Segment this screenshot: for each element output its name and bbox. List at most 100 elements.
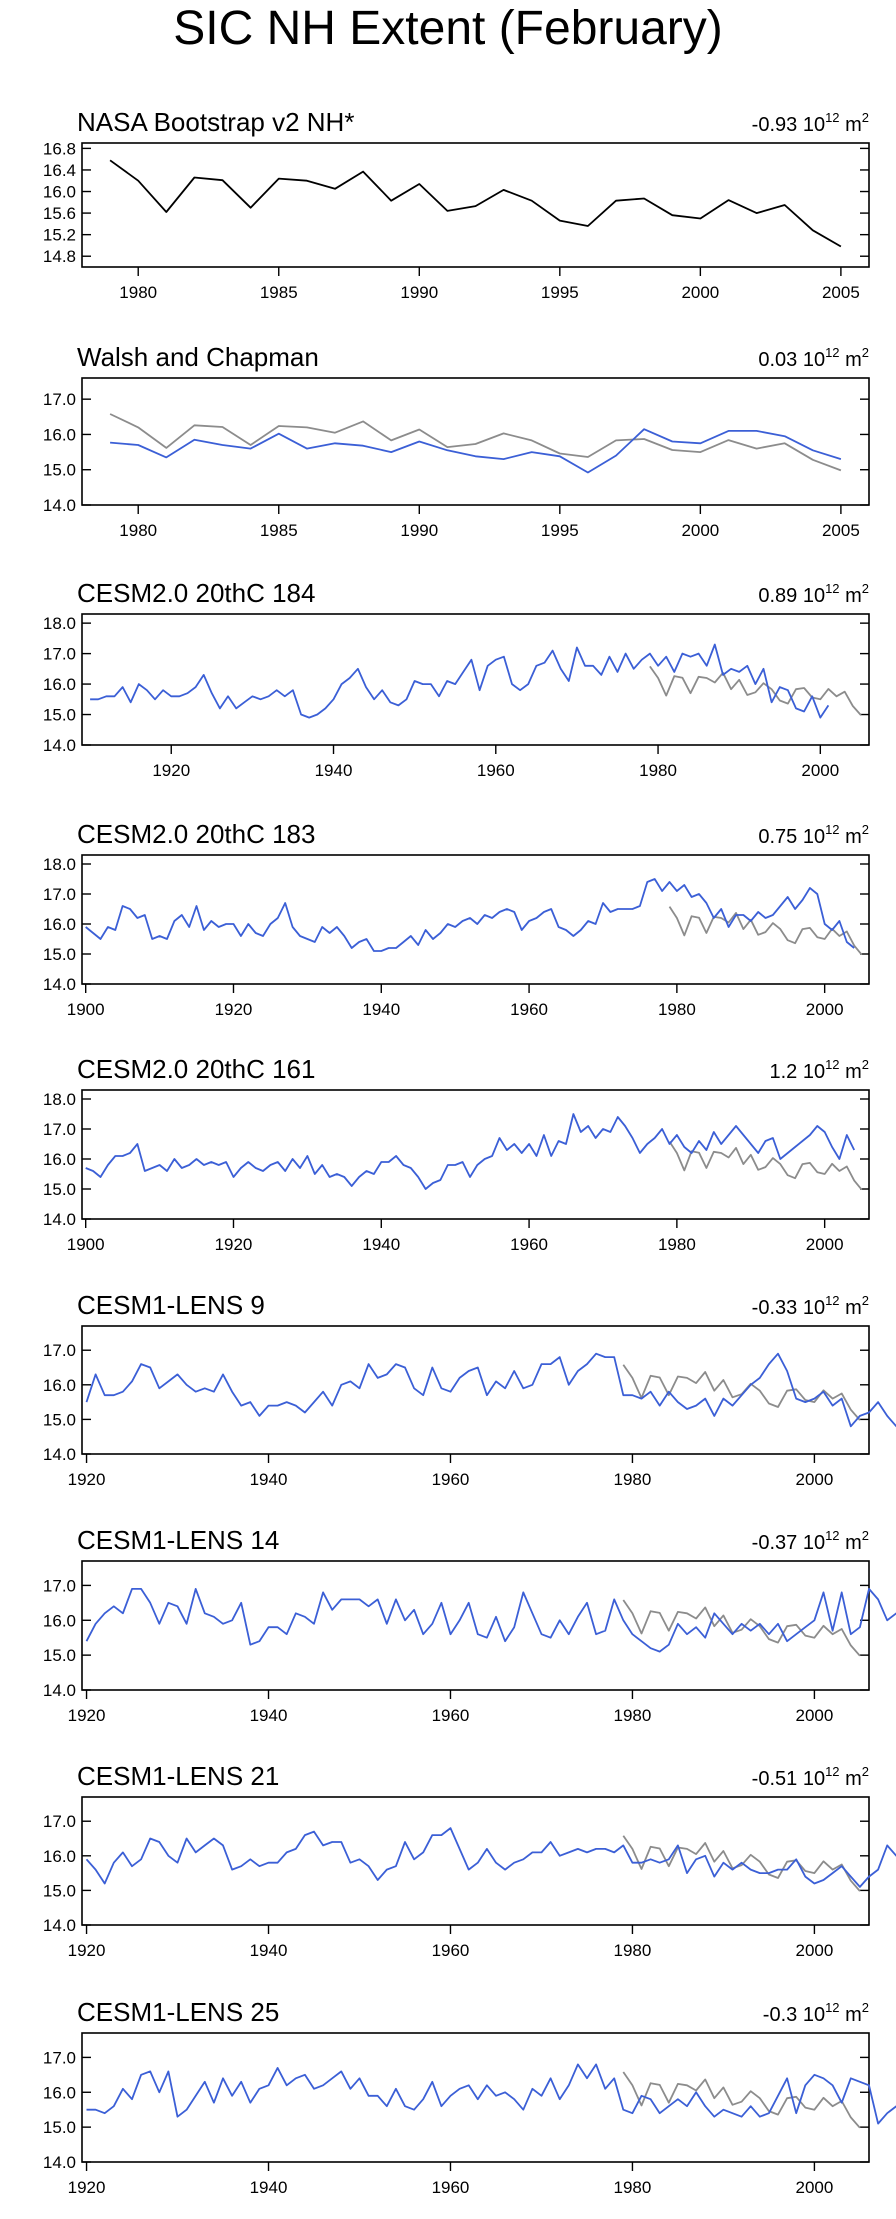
trend-unit-exp: 12 <box>825 822 839 837</box>
y-tick-label: 18.0 <box>43 855 76 874</box>
x-tick-label: 2005 <box>822 283 860 302</box>
trend-value: -0.37 1012 m2 <box>752 1528 869 1554</box>
panel-title: CESM2.0 20thC 183 <box>77 819 315 849</box>
x-tick-label: 1920 <box>68 1470 106 1489</box>
trend-unit-exp: 12 <box>825 2000 839 2015</box>
trend-unit-tail: m <box>840 826 862 848</box>
x-tick-label: 1995 <box>541 283 579 302</box>
trend-unit-base: 10 <box>803 1061 825 1083</box>
x-tick-label: 2000 <box>806 1235 844 1254</box>
x-tick-label: 1960 <box>432 1470 470 1489</box>
series-line <box>668 1141 863 1191</box>
plot-frame <box>81 854 870 985</box>
x-tick-label: 2005 <box>822 521 860 540</box>
x-tick-label: 2000 <box>801 761 839 780</box>
x-tick-label: 1940 <box>250 1941 288 1960</box>
trend-unit-exp: 12 <box>825 1293 839 1308</box>
plot-frame <box>81 1089 870 1220</box>
trend-unit-tail-exp: 2 <box>862 1057 869 1072</box>
y-tick-label: 18.0 <box>43 1090 76 1109</box>
x-tick-label: 2000 <box>795 1706 833 1725</box>
trend-number: 0.75 <box>758 826 802 848</box>
y-tick-label: 14.0 <box>43 1445 76 1464</box>
x-tick-label: 1980 <box>119 521 157 540</box>
panel-6: CESM1-LENS 9 -0.33 1012 m2 14.0 15.0 16.0 17.… <box>43 1290 896 1489</box>
x-tick-label: 1920 <box>68 1941 106 1960</box>
trend-unit-tail-exp: 2 <box>862 581 869 596</box>
trend-unit-exp: 12 <box>825 1057 839 1072</box>
y-tick-label: 16.0 <box>43 675 76 694</box>
panel-5: CESM2.0 20thC 161 1.2 1012 m2 14.0 15.0 16.0… <box>43 1054 870 1254</box>
x-tick-label: 1900 <box>67 1235 105 1254</box>
trend-number: 1.2 <box>769 1061 802 1083</box>
trend-unit-base: 10 <box>803 1532 825 1554</box>
page-title: SIC NH Extent (February) <box>173 2 723 55</box>
series-line <box>109 413 842 472</box>
y-tick-label: 17.0 <box>43 390 76 409</box>
trend-number: -0.33 <box>752 1297 803 1319</box>
series-line <box>85 1827 896 1888</box>
y-tick-label: 14.0 <box>43 975 76 994</box>
trend-unit-tail: m <box>840 349 862 371</box>
trend-unit-tail: m <box>840 2004 862 2026</box>
x-tick-label: 1980 <box>614 2178 652 2197</box>
x-tick-label: 1985 <box>260 521 298 540</box>
y-tick-label: 15.0 <box>43 1646 76 1665</box>
y-tick-label: 15.0 <box>43 706 76 725</box>
y-tick-label: 17.0 <box>43 1576 76 1595</box>
x-tick-label: 2000 <box>681 521 719 540</box>
x-tick-label: 1960 <box>510 1000 548 1019</box>
trend-unit-base: 10 <box>803 349 825 371</box>
x-tick-label: 1940 <box>315 761 353 780</box>
x-tick-label: 2000 <box>795 1941 833 1960</box>
x-tick-label: 1990 <box>400 283 438 302</box>
panel-title: Walsh and Chapman <box>77 342 319 372</box>
plot-frame <box>81 2032 870 2163</box>
x-tick-label: 1940 <box>250 1470 288 1489</box>
trend-number: 0.03 <box>758 349 802 371</box>
trend-value: 0.03 1012 m2 <box>758 345 869 371</box>
y-tick-label: 15.6 <box>43 204 76 223</box>
panel-title: NASA Bootstrap v2 NH* <box>77 107 354 137</box>
trend-value: -0.3 1012 m2 <box>763 2000 869 2026</box>
trend-unit-tail: m <box>840 1768 862 1790</box>
panel-7: CESM1-LENS 14 -0.37 1012 m2 14.0 15.0 16.0 17… <box>43 1525 896 1725</box>
x-tick-label: 1920 <box>152 761 190 780</box>
panel-1: NASA Bootstrap v2 NH* -0.93 1012 m2 14.8 15… <box>43 107 870 302</box>
trend-unit-base: 10 <box>803 2004 825 2026</box>
y-tick-label: 14.8 <box>43 247 76 266</box>
y-tick-label: 17.0 <box>43 1812 76 1831</box>
panel-title: CESM1-LENS 14 <box>77 1525 279 1555</box>
trend-unit-exp: 12 <box>825 581 839 596</box>
trend-number: -0.51 <box>752 1768 803 1790</box>
trend-unit-tail: m <box>840 1297 862 1319</box>
y-tick-label: 16.0 <box>43 1847 76 1866</box>
y-tick-label: 16.8 <box>43 139 76 158</box>
y-tick-label: 16.0 <box>43 1611 76 1630</box>
y-tick-label: 14.0 <box>43 1210 76 1229</box>
trend-value: -0.33 1012 m2 <box>752 1293 869 1319</box>
trend-unit-tail-exp: 2 <box>862 345 869 360</box>
x-tick-label: 2000 <box>806 1000 844 1019</box>
series-line <box>86 2063 896 2125</box>
panel-title: CESM2.0 20thC 161 <box>77 1054 315 1084</box>
trend-unit-tail: m <box>840 1061 862 1083</box>
x-tick-label: 1980 <box>614 1941 652 1960</box>
plot-frame <box>81 613 870 746</box>
x-tick-label: 1980 <box>614 1470 652 1489</box>
series-line <box>85 1352 896 1428</box>
panel-8: CESM1-LENS 21 -0.51 1012 m2 14.0 15.0 16.0 17… <box>43 1761 896 1960</box>
y-tick-label: 16.0 <box>43 183 76 202</box>
y-tick-label: 16.0 <box>43 1150 76 1169</box>
y-tick-label: 14.0 <box>43 1916 76 1935</box>
y-tick-label: 15.0 <box>43 1180 76 1199</box>
x-tick-label: 1920 <box>68 2178 106 2197</box>
panel-title: CESM1-LENS 25 <box>77 1997 279 2027</box>
y-tick-label: 15.0 <box>43 2118 76 2137</box>
series-line <box>622 2071 861 2129</box>
y-tick-label: 17.0 <box>43 1120 76 1139</box>
panel-2: Walsh and Chapman 0.03 1012 m2 14.0 15.0 16.… <box>43 342 870 540</box>
y-tick-label: 14.0 <box>43 1681 76 1700</box>
x-tick-label: 1995 <box>541 521 579 540</box>
